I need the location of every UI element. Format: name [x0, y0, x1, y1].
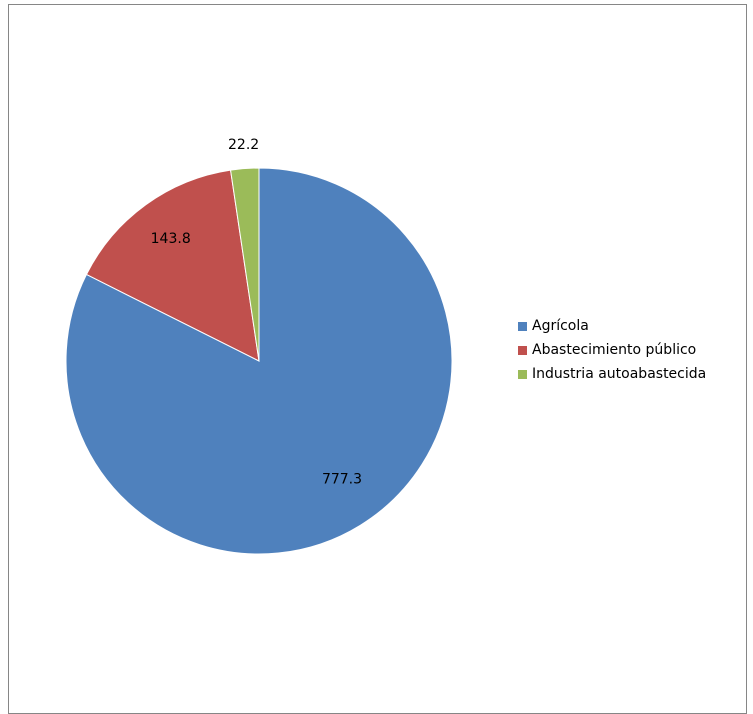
legend-label-2: Abastecimiento público	[532, 342, 697, 358]
slice-value-label-2: 143.8	[151, 231, 191, 247]
legend-item-1: Agrícola	[518, 314, 706, 338]
legend-label-3: Industria autoabastecida	[532, 366, 707, 382]
legend-swatch-3	[518, 369, 527, 379]
slice-value-label-1: 777.3	[322, 471, 362, 487]
legend-item-3: Industria autoabastecida	[518, 362, 706, 386]
slice-value-label-3: 22.2	[228, 137, 259, 153]
legend-label-1: Agrícola	[532, 318, 589, 334]
legend-swatch-2	[518, 345, 527, 355]
pie-slice-3	[229, 167, 260, 362]
legend-item-2: Abastecimiento público	[518, 338, 706, 362]
chart-legend: Agrícola Abastecimiento público Industria …	[518, 314, 706, 386]
pie-slice-2	[85, 169, 260, 362]
legend-swatch-1	[518, 321, 527, 331]
